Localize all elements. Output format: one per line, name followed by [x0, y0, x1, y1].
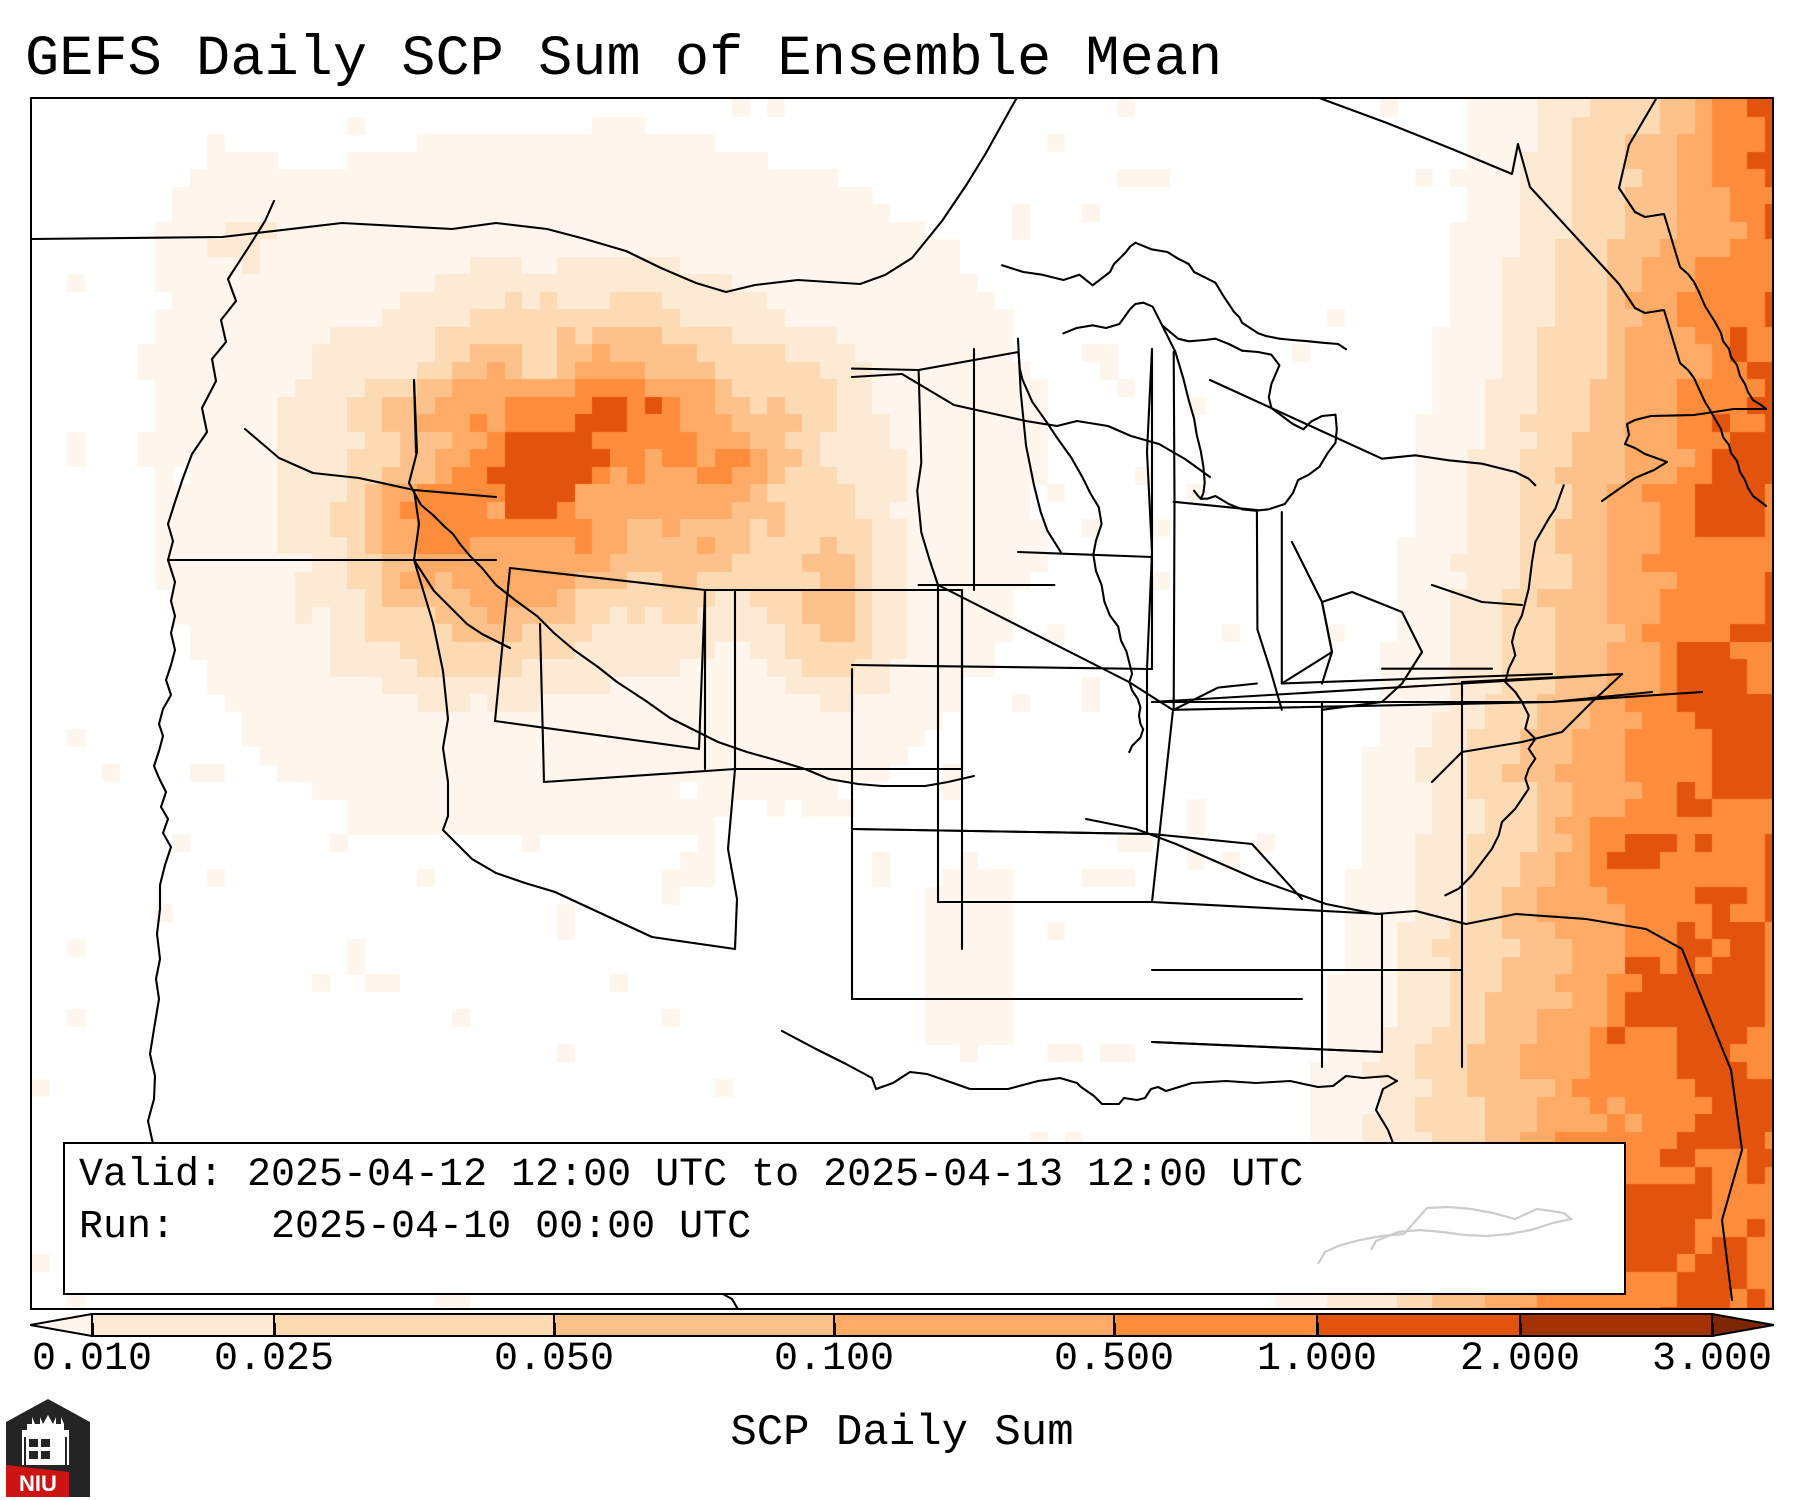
svg-text:NIU: NIU: [19, 1471, 57, 1496]
